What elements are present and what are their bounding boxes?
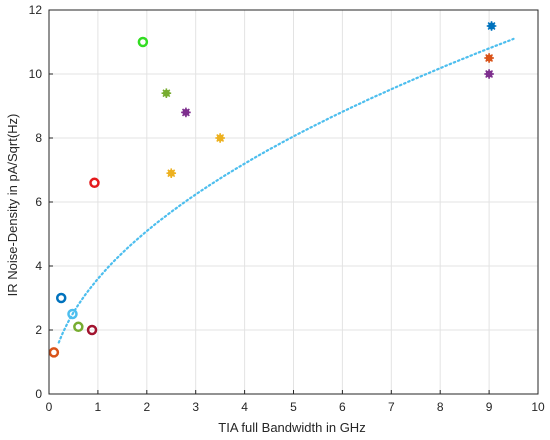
y-tick-label: 6 (35, 195, 42, 209)
data-point-open-circle (67, 308, 78, 320)
data-point-star (486, 21, 497, 31)
y-tick-label: 8 (35, 131, 42, 145)
y-tick-label: 0 (35, 387, 42, 401)
y-tick-label: 2 (35, 323, 42, 337)
plot-area-border (48, 9, 539, 395)
data-point-star (161, 88, 172, 98)
x-tick-label: 2 (143, 400, 150, 414)
x-axis-label: TIA full Bandwidth in GHz (218, 420, 365, 435)
y-axis-label: IR Noise-Density in pA/Sqrt(Hz) (5, 114, 20, 297)
y-tick-label: 10 (29, 67, 43, 81)
data-point-open-circle (89, 177, 100, 189)
x-tick-label: 9 (486, 400, 493, 414)
x-tick-label: 1 (95, 400, 102, 414)
data-point-open-circle (48, 347, 60, 358)
data-point-star (166, 168, 177, 178)
data-points (48, 21, 497, 358)
x-tick-label: 0 (46, 400, 53, 414)
x-tick-label: 7 (388, 400, 395, 414)
data-point-open-circle (86, 324, 98, 336)
x-tick-label: 4 (241, 400, 248, 414)
data-point-open-circle (73, 321, 84, 333)
fit-curve-layer (57, 37, 515, 344)
data-point-star (181, 107, 191, 118)
x-tick-labels: 0 1 2 3 4 5 6 7 8 9 10 (46, 400, 545, 414)
x-tick-label: 6 (339, 400, 346, 414)
x-tick-label: 5 (290, 400, 297, 414)
grid-lines (48, 9, 539, 395)
y-tick-labels: 0 2 4 6 8 10 12 (29, 3, 43, 401)
y-tick-label: 12 (29, 3, 43, 17)
x-tick-label: 8 (437, 400, 444, 414)
x-tick-label: 10 (531, 400, 545, 414)
y-tick-label: 4 (35, 259, 42, 273)
x-tick-label: 3 (192, 400, 199, 414)
fit-curve (57, 37, 515, 344)
data-point-star (484, 69, 494, 79)
data-point-star (484, 53, 494, 63)
data-point-open-circle (55, 292, 67, 304)
data-point-star (215, 133, 225, 143)
data-point-open-circle (137, 36, 149, 48)
